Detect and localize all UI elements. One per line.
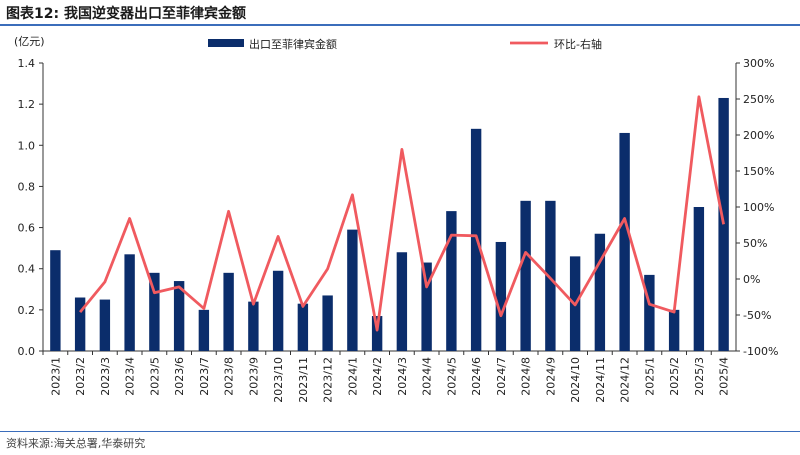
bar bbox=[495, 241, 507, 351]
bar bbox=[173, 281, 185, 351]
x-tick-label: 2024/8 bbox=[520, 357, 533, 396]
bar bbox=[619, 132, 630, 351]
title-rule bbox=[0, 24, 800, 26]
y-right-tick-label: 150% bbox=[743, 165, 774, 178]
combo-chart: (亿元) 0.0 0.2 0.4 0.6 0.8 1.0 1.2 1.4 -100% -50% 0% 5… bbox=[14, 35, 778, 403]
y-right-tick-label: 0% bbox=[743, 273, 760, 286]
y-left-tick-label: 0.6 bbox=[18, 222, 36, 235]
y-right-tick-label: 250% bbox=[743, 93, 774, 106]
y-right-tick-label: 200% bbox=[743, 129, 774, 142]
bar bbox=[520, 200, 531, 351]
x-tick-label: 2024/10 bbox=[569, 357, 582, 403]
bar bbox=[693, 207, 705, 351]
x-tick-label: 2024/7 bbox=[495, 357, 508, 396]
y-left-unit: (亿元) bbox=[14, 35, 45, 48]
x-tick-label: 2023/11 bbox=[297, 357, 310, 403]
x-tick-label: 2023/6 bbox=[173, 357, 186, 396]
footer-rule bbox=[0, 431, 800, 432]
y-right-tick-label: 50% bbox=[743, 237, 767, 250]
bar bbox=[668, 309, 680, 351]
bar bbox=[644, 274, 655, 351]
bar bbox=[223, 272, 234, 351]
y-right-tick-label: -100% bbox=[743, 345, 778, 358]
bar bbox=[248, 301, 259, 351]
legend-line-label: 环比-右轴 bbox=[554, 37, 602, 51]
y-right-tick-label: 300% bbox=[743, 57, 774, 70]
x-tick-label: 2023/1 bbox=[49, 357, 62, 396]
y-right-tick-label: 100% bbox=[743, 201, 774, 214]
x-tick-label: 2024/2 bbox=[371, 357, 384, 396]
bar bbox=[297, 303, 309, 351]
y-left-tick-label: 0.0 bbox=[18, 345, 36, 358]
y-left-tick-label: 1.2 bbox=[18, 98, 36, 111]
bar bbox=[396, 252, 408, 351]
y-left-tick-label: 1.0 bbox=[18, 139, 36, 152]
y-left-tick-label: 0.8 bbox=[18, 180, 36, 193]
x-tick-label: 2024/11 bbox=[594, 357, 607, 403]
bar bbox=[198, 309, 210, 351]
source-note: 资料来源:海关总署,华泰研究 bbox=[6, 437, 146, 450]
y-left-tick-label: 0.4 bbox=[18, 263, 36, 276]
x-tick-label: 2023/2 bbox=[74, 357, 87, 396]
x-tick-label: 2023/7 bbox=[198, 357, 211, 396]
x-tick-label: 2023/3 bbox=[99, 357, 112, 396]
x-tick-label: 2024/4 bbox=[421, 357, 434, 396]
chart-title: 图表12: 我国逆变器出口至菲律宾金额 bbox=[6, 6, 246, 22]
x-tick-label: 2024/1 bbox=[346, 357, 359, 396]
y-right-tick-label: -50% bbox=[743, 309, 771, 322]
x-tick-label: 2023/4 bbox=[124, 357, 137, 396]
bar bbox=[50, 250, 61, 351]
x-tick-label: 2023/5 bbox=[148, 357, 161, 396]
bar bbox=[99, 299, 111, 351]
x-tick-label: 2024/6 bbox=[470, 357, 483, 396]
y-left-tick-label: 0.2 bbox=[18, 304, 36, 317]
legend-bar-label: 出口至菲律宾金额 bbox=[249, 37, 337, 51]
mom-line bbox=[79, 95, 725, 332]
bar bbox=[74, 297, 86, 351]
x-tick-label: 2023/10 bbox=[272, 357, 285, 403]
bar bbox=[347, 229, 358, 351]
bar bbox=[322, 295, 333, 351]
bar bbox=[124, 254, 135, 351]
bar bbox=[545, 200, 556, 351]
y-left-tick-label: 1.4 bbox=[18, 57, 36, 70]
bar bbox=[446, 211, 457, 351]
bar bbox=[371, 316, 383, 351]
x-tick-label: 2023/8 bbox=[223, 357, 236, 396]
bar bbox=[272, 270, 284, 351]
x-tick-label: 2024/9 bbox=[544, 357, 557, 396]
x-tick-label: 2025/4 bbox=[718, 357, 731, 396]
x-tick-label: 2024/3 bbox=[396, 357, 409, 396]
x-tick-label: 2025/2 bbox=[668, 357, 681, 396]
bar bbox=[421, 262, 432, 351]
bar bbox=[594, 233, 606, 351]
x-tick-label: 2025/3 bbox=[693, 357, 706, 396]
x-tick-label: 2024/12 bbox=[619, 357, 632, 403]
bar bbox=[718, 97, 729, 351]
x-tick-label: 2025/1 bbox=[643, 357, 656, 396]
x-tick-label: 2023/9 bbox=[247, 357, 260, 396]
bar bbox=[149, 272, 160, 351]
x-tick-label: 2024/5 bbox=[445, 357, 458, 396]
x-tick-label: 2023/12 bbox=[322, 357, 335, 403]
legend-bar-swatch bbox=[208, 39, 244, 47]
